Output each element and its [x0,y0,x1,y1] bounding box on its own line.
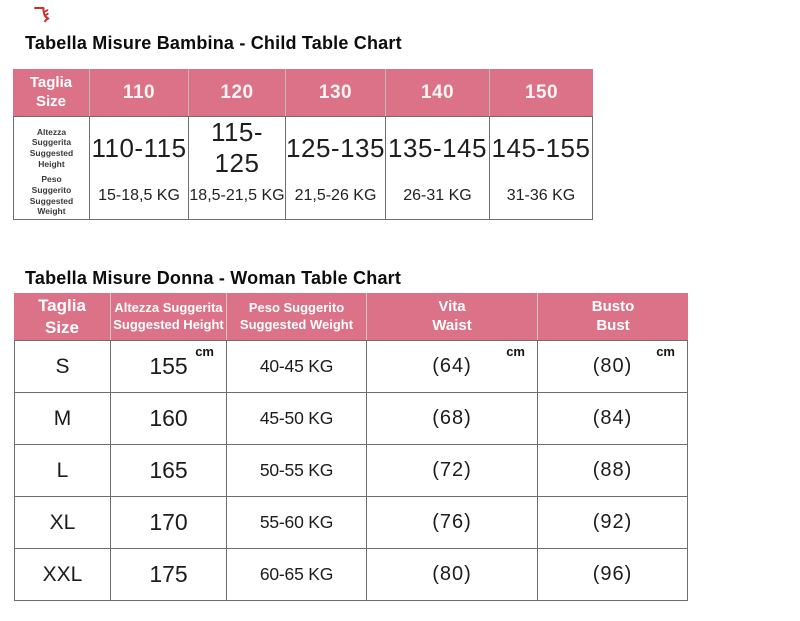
woman-header-taglia-size: Taglia Size [14,293,110,340]
bust-cell: (92) [537,497,688,549]
child-table-header-row: Taglia Size 110 120 130 140 150 [13,69,593,116]
child-height-row-label: Altezza Suggerita Suggested Height [13,117,89,180]
child-header-size-140: 140 [385,69,489,116]
child-height-value-130: 125-135 [285,117,385,180]
size-cell: L [14,445,110,497]
woman-row-s: S cm 155 40-45 KG cm (64) cm (80) [14,341,688,393]
child-height-value-140: 135-145 [385,117,489,180]
woman-header-suggested-weight: Peso Suggerito Suggested Weight [226,293,366,340]
bust-cell: cm (80) [537,341,688,393]
waist-cell: (76) [366,497,537,549]
size-cell: XL [14,497,110,549]
weight-cell: 55-60 KG [226,497,366,549]
child-table-title: Tabella Misure Bambina - Child Table Cha… [25,33,402,53]
child-weight-value-120: 18,5-21,5 KG [188,172,285,220]
woman-table-body: S cm 155 40-45 KG cm (64) cm (80) M 160 [14,340,688,601]
child-weight-value-140: 26-31 KG [385,172,489,220]
woman-table-header-row: Taglia Size Altezza Suggerita Suggested … [14,293,688,340]
child-height-row: Altezza Suggerita Suggested Height 110-1… [13,117,593,180]
child-header-size-130: 130 [285,69,385,116]
bust-cell: (88) [537,445,688,497]
child-weight-row: Peso Suggerito Suggested Weight 15-18,5 … [13,172,593,220]
weight-cell: 60-65 KG [226,549,366,601]
woman-row-xxl: XXL 175 60-65 KG (80) (96) [14,549,688,601]
child-size-table: Taglia Size 110 120 130 140 150 Altezza … [13,69,593,220]
weight-cell: 45-50 KG [226,393,366,445]
cm-unit-label: cm [195,344,214,359]
child-height-value-110: 110-115 [89,117,188,180]
weight-cell: 40-45 KG [226,341,366,393]
woman-row-xl: XL 170 55-60 KG (76) (92) [14,497,688,549]
cm-unit-label: cm [656,344,675,359]
cm-unit-label: cm [506,344,525,359]
child-header-size-150: 150 [489,69,593,116]
child-header-size-110: 110 [89,69,188,116]
size-cell: M [14,393,110,445]
woman-size-table: Taglia Size Altezza Suggerita Suggested … [14,293,688,601]
red-watermark-icon [34,7,50,23]
child-header-size-120: 120 [188,69,285,116]
waist-cell: (72) [366,445,537,497]
child-weight-row-label: Peso Suggerito Suggested Weight [13,172,89,220]
woman-row-l: L 165 50-55 KG (72) (88) [14,445,688,497]
height-cell: 165 [110,445,226,497]
weight-cell: 50-55 KG [226,445,366,497]
child-weight-value-150: 31-36 KG [489,172,593,220]
child-weight-value-110: 15-18,5 KG [89,172,188,220]
child-height-value-120: 115-125 [188,117,285,180]
child-header-taglia-size: Taglia Size [13,69,89,116]
height-cell: cm 155 [110,341,226,393]
waist-cell: (80) [366,549,537,601]
size-cell: XXL [14,549,110,601]
woman-header-suggested-height: Altezza Suggerita Suggested Height [110,293,226,340]
bust-cell: (96) [537,549,688,601]
height-cell: 170 [110,497,226,549]
height-cell: 175 [110,549,226,601]
child-table-body: Altezza Suggerita Suggested Height 110-1… [13,116,593,220]
child-height-value-150: 145-155 [489,117,593,180]
waist-cell: cm (64) [366,341,537,393]
woman-header-waist: Vita Waist [366,293,537,340]
size-cell: S [14,341,110,393]
bust-cell: (84) [537,393,688,445]
woman-row-m: M 160 45-50 KG (68) (84) [14,393,688,445]
waist-cell: (68) [366,393,537,445]
woman-header-bust: Busto Bust [537,293,688,340]
child-weight-value-130: 21,5-26 KG [285,172,385,220]
height-cell: 160 [110,393,226,445]
woman-table-title: Tabella Misure Donna - Woman Table Chart [25,268,402,288]
